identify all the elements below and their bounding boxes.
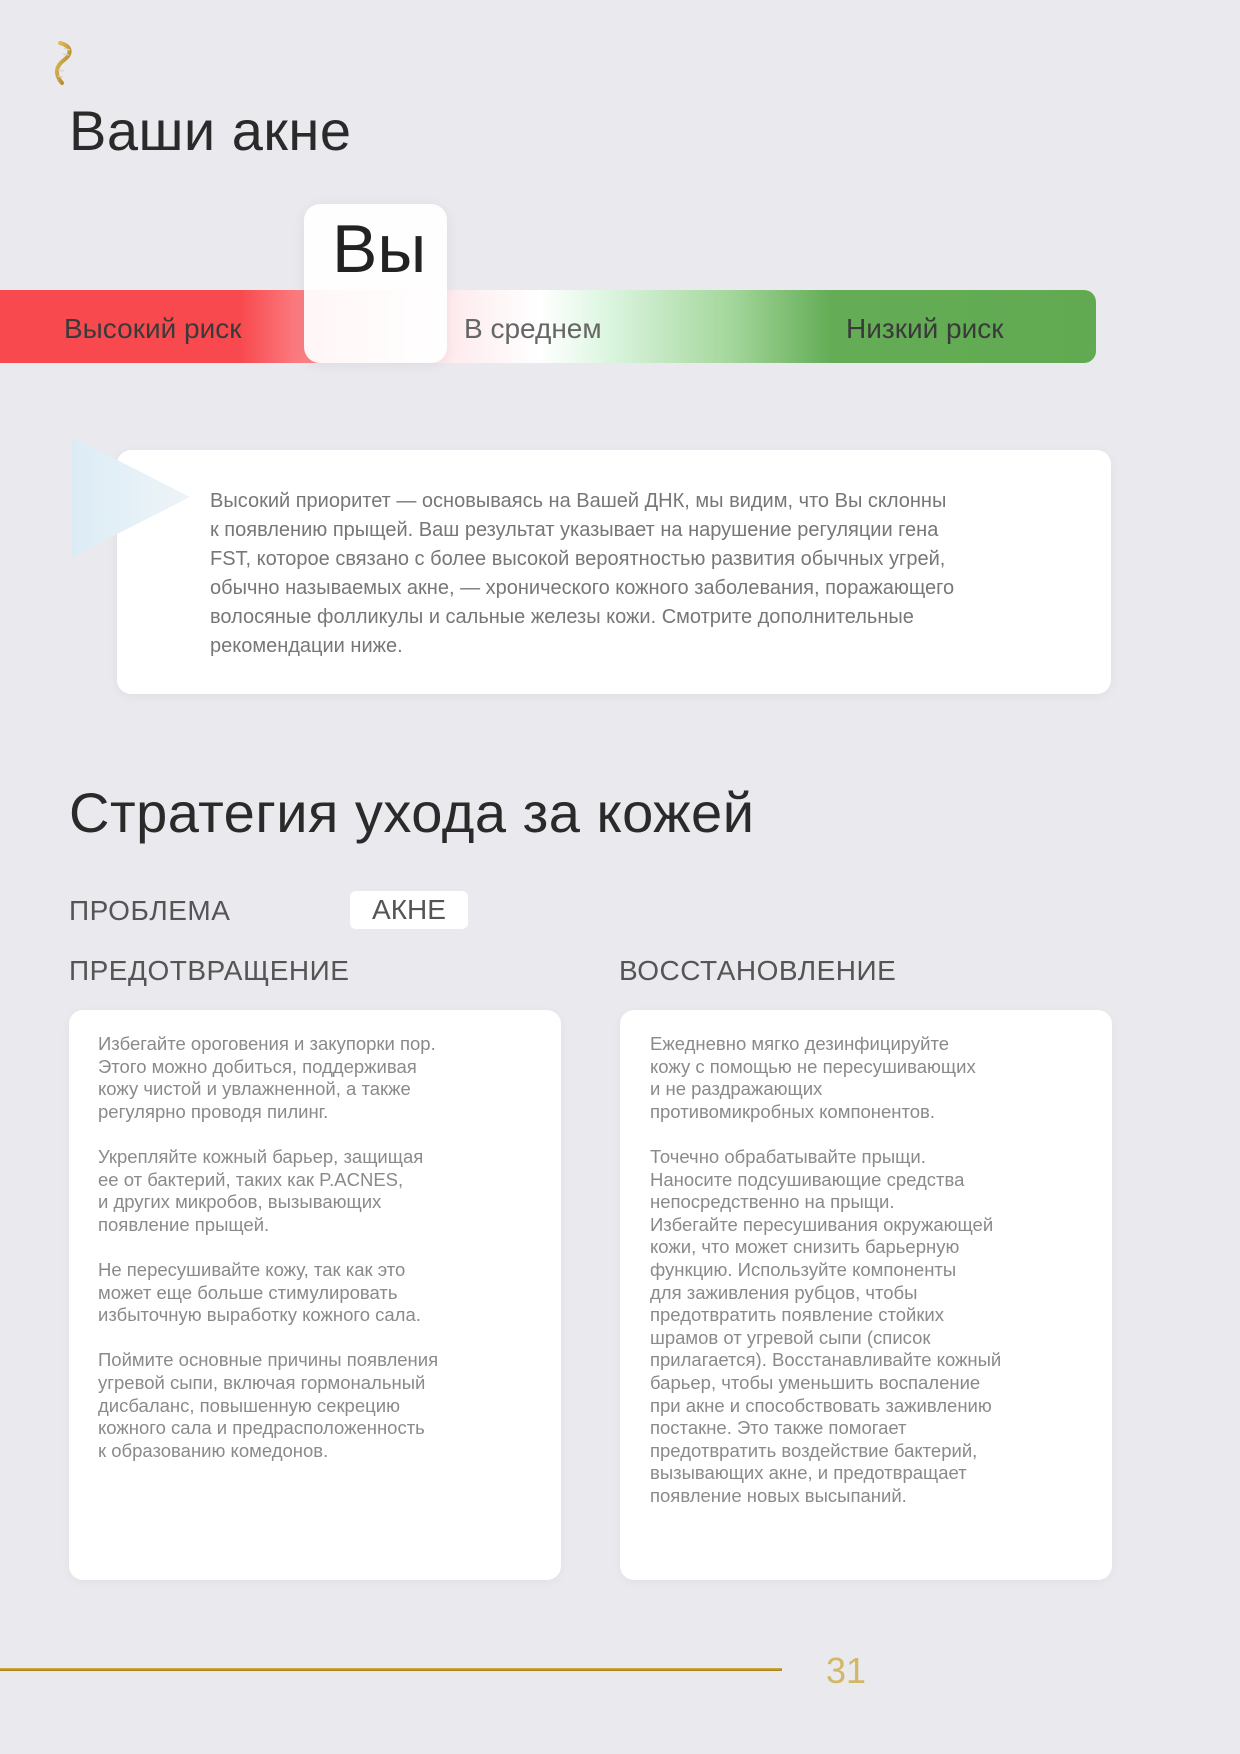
footer-rule bbox=[0, 1668, 782, 1671]
prevention-card bbox=[69, 1010, 561, 1580]
you-marker-label: Вы bbox=[332, 211, 427, 287]
risk-label-high: Высокий риск bbox=[64, 313, 242, 344]
section-title-acne: Ваши акне bbox=[69, 99, 352, 162]
section-title-skincare: Стратегия ухода за кожей bbox=[69, 781, 755, 844]
triangle-pointer-icon bbox=[72, 437, 190, 557]
problem-label: ПРОБЛЕМА bbox=[69, 895, 231, 926]
risk-label-low: Низкий риск bbox=[846, 313, 1004, 344]
callout-text: Высокий приоритет — основываясь на Вашей… bbox=[210, 490, 955, 657]
callout-card bbox=[117, 450, 1111, 694]
risk-label-average: В среднем bbox=[464, 313, 602, 344]
problem-tag: АКНЕ bbox=[350, 891, 468, 929]
dna-logo-icon bbox=[55, 41, 72, 85]
prevention-title: ПРЕДОТВРАЩЕНИЕ bbox=[69, 955, 350, 986]
page-number: 31 bbox=[826, 1650, 867, 1691]
recovery-card bbox=[620, 1010, 1112, 1580]
risk-scale-bar bbox=[0, 290, 1096, 363]
recovery-title: ВОССТАНОВЛЕНИЕ bbox=[619, 955, 897, 986]
logo bbox=[50, 40, 76, 86]
you-marker: Вы bbox=[304, 204, 447, 363]
prevention-text: Избегайте ороговения и закупорки пор. Эт… bbox=[98, 1033, 439, 1461]
recovery-text: Ежедневно мягко дезинфицируйте кожу с по… bbox=[650, 1033, 1002, 1506]
